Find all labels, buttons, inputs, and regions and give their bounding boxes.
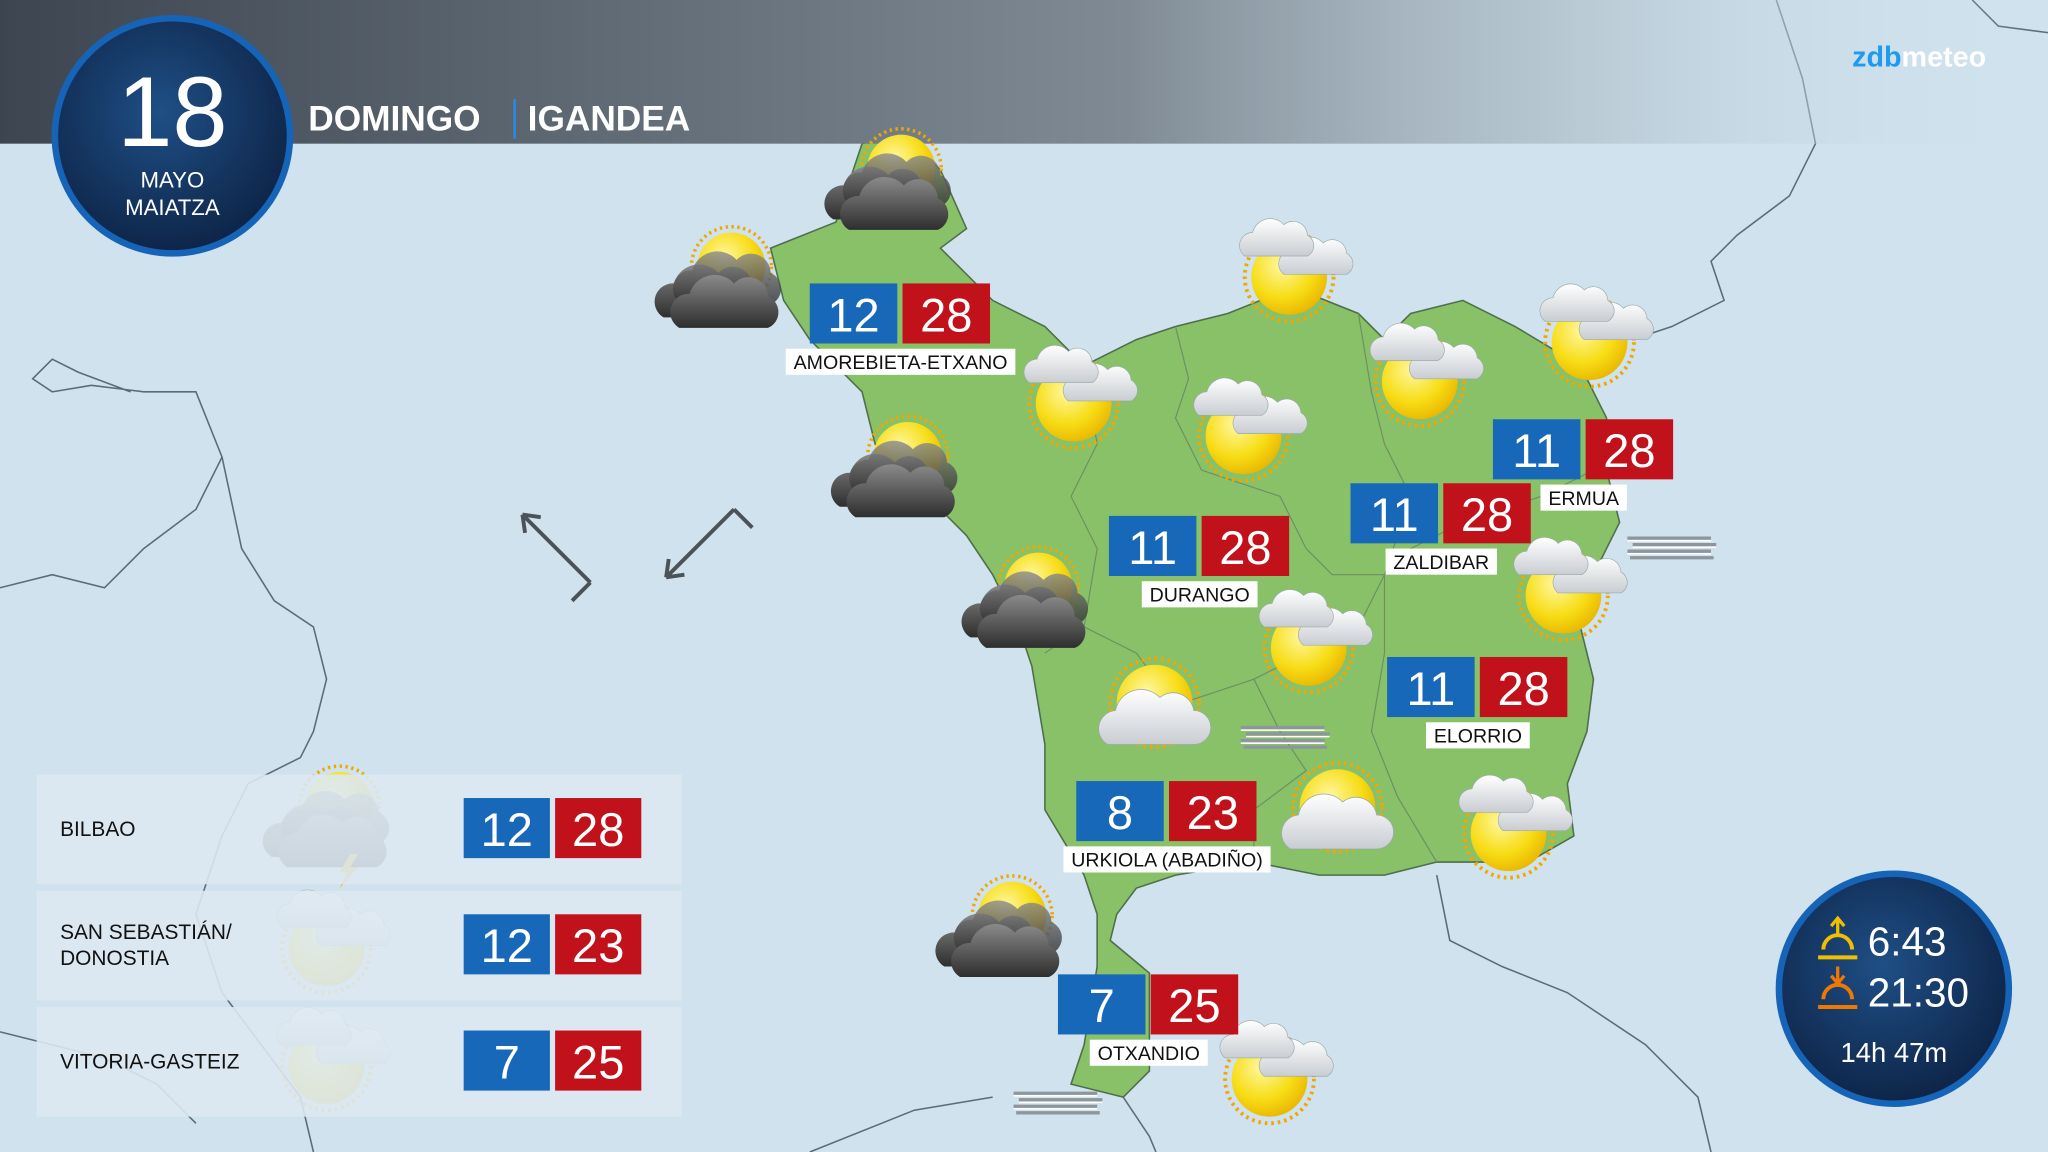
wind-arrows (520, 508, 754, 603)
max-temp-box (902, 283, 991, 344)
weekday-es: DOMINGO (308, 99, 480, 138)
min-temp: 11 (1406, 662, 1455, 715)
brand: zdbmeteo (1852, 41, 1986, 73)
max-temp: 28 (920, 288, 972, 341)
date-disc (51, 15, 294, 257)
min-temp-box (463, 1030, 550, 1091)
max-temp-box (555, 1030, 642, 1091)
min-temp-box (463, 914, 550, 975)
sunset-icon (1818, 966, 1858, 1009)
max-temp-box (1585, 419, 1674, 480)
month-eu: MAIATZA (125, 195, 220, 220)
brand-prefix: zdb (1852, 41, 1901, 73)
location-label-box (1540, 484, 1627, 511)
month-es: MAYO (141, 168, 205, 193)
city-name: SAN SEBASTIÁN/ (60, 921, 232, 944)
max-temp-box (555, 914, 642, 975)
max-temp-box (1201, 515, 1290, 576)
min-temp-box (1108, 515, 1197, 576)
location-label: ELORRIO (1434, 726, 1522, 748)
location: 11 28 ZALDIBAR (1350, 483, 1531, 575)
min-temp: 8 (1107, 786, 1133, 839)
max-temp: 28 (1219, 521, 1271, 574)
location-label-box (1089, 1039, 1208, 1066)
city-row: VITORIA-GASTEIZ 7 25 (36, 1007, 682, 1117)
location: 7 25 OTXANDIO (1057, 974, 1239, 1066)
location-label: DURANGO (1150, 585, 1250, 607)
location-label: OTXANDIO (1098, 1043, 1200, 1065)
weekday-eu: IGANDEA (528, 99, 691, 138)
min-temp: 11 (1512, 424, 1561, 477)
day: 18 (117, 57, 227, 168)
max-temp: 25 (572, 1035, 624, 1088)
location-label: ZALDIBAR (1393, 552, 1489, 574)
location-label-box (1385, 548, 1498, 575)
header-band (0, 0, 2048, 144)
min-temp-box (1492, 419, 1581, 480)
min-temp-box (1350, 483, 1439, 544)
city-row: SAN SEBASTIÁN/DONOSTIA 12 23 (36, 890, 682, 1001)
min-temp: 7 (494, 1035, 520, 1088)
min-temp: 11 (1370, 488, 1419, 541)
min-temp: 12 (481, 919, 533, 972)
sunset: 21:30 (1868, 970, 1969, 1016)
brand-suffix: meteo (1902, 41, 1987, 73)
locations: 12 28 AMOREBIETA-ETXANO 11 28 DURANGO 11 28 ZALD… (785, 283, 1674, 1066)
min-temp-box (1057, 974, 1146, 1035)
max-temp: 23 (1187, 786, 1239, 839)
min-temp: 12 (827, 288, 879, 341)
max-temp-box (1150, 974, 1239, 1035)
location-label-box (1063, 846, 1271, 873)
max-temp: 28 (1461, 488, 1513, 541)
sunrise-icon (1818, 915, 1858, 960)
city-name: VITORIA-GASTEIZ (60, 1050, 240, 1073)
min-temp-box (1387, 656, 1475, 718)
location-label: URKIOLA (ABADIÑO) (1071, 848, 1262, 872)
min-temp: 11 (1128, 521, 1177, 574)
location: 8 23 URKIOLA (ABADIÑO) (1063, 781, 1271, 873)
location-label: AMOREBIETA-ETXANO (794, 352, 1008, 374)
max-temp: 28 (1497, 662, 1549, 715)
max-temp-box (1479, 656, 1568, 718)
location-label-box (1425, 722, 1530, 749)
min-temp-box (463, 798, 550, 859)
max-temp: 28 (1603, 424, 1655, 477)
city-row: BILBAO 12 28 (36, 774, 682, 885)
max-temp-box (1168, 781, 1257, 842)
sunrise: 6:43 (1868, 919, 1947, 965)
max-temp: 25 (1168, 979, 1220, 1032)
location: 11 28 ELORRIO (1387, 656, 1568, 749)
daylight: 14h 47m (1841, 1037, 1948, 1068)
location-label-box (1141, 581, 1258, 608)
location-label: ERMUA (1548, 488, 1620, 510)
max-temp-box (555, 798, 642, 859)
location-label-box (785, 348, 1016, 375)
max-temp: 23 (572, 919, 624, 972)
max-temp: 28 (572, 803, 624, 856)
min-temp-box (1076, 781, 1164, 842)
min-temp: 7 (1089, 979, 1115, 1032)
city-table: BILBAO 12 28 SAN SEBASTIÁN/DONOSTIA 12 23 VITO… (36, 774, 682, 1117)
max-temp-box (1443, 483, 1531, 544)
location: 11 28 DURANGO (1108, 515, 1290, 608)
city-name: DONOSTIA (60, 947, 169, 970)
min-temp-box (809, 283, 898, 344)
min-temp: 12 (481, 803, 533, 856)
city-name: BILBAO (60, 818, 135, 841)
location: 12 28 AMOREBIETA-ETXANO (785, 283, 1016, 375)
location: 11 28 ERMUA (1492, 419, 1674, 511)
